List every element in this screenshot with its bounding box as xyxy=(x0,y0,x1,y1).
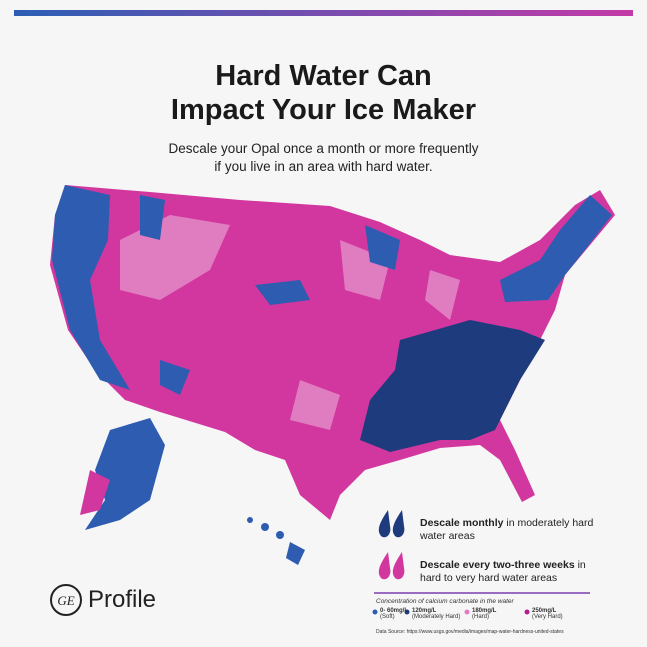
alaska-region xyxy=(80,470,110,515)
scale-value: 250mg/L xyxy=(532,608,557,614)
scale-dot xyxy=(404,609,410,615)
scale-note: (Soft) xyxy=(380,614,395,620)
scale-dot xyxy=(464,609,470,615)
scale-value: 0- 60mg/L xyxy=(380,608,409,614)
drop-icon xyxy=(378,510,405,538)
scale-label: 250mg/L (Very Hard) xyxy=(532,608,563,620)
scale-label: 180mg/L (Hard) xyxy=(472,608,496,620)
scale-note: (Hard) xyxy=(472,614,490,620)
scale-note: (Very Hard) xyxy=(532,614,563,620)
title-line: Hard Water Can xyxy=(215,60,432,92)
scale-dot xyxy=(372,609,378,615)
subtitle-line: Descale your Opal once a month or more f… xyxy=(168,141,479,156)
hawaii-island xyxy=(276,531,284,539)
legend-emphasis: Descale every two-three weeks xyxy=(420,559,575,571)
legend-item: Descale monthly in moderately hard water… xyxy=(420,517,600,543)
title-line: Impact Your Ice Maker xyxy=(170,94,477,126)
scale-note: (Moderately Hard) xyxy=(412,614,461,620)
scale-value: 180mg/L xyxy=(472,608,497,614)
drop-icon xyxy=(378,552,405,580)
moderate-region xyxy=(160,195,612,395)
top-bar xyxy=(14,10,633,16)
scale-label: 120mg/L (Moderately Hard) xyxy=(412,608,460,620)
ge-logo xyxy=(50,584,82,616)
hard-region xyxy=(120,215,460,430)
scale-title: Concentration of calcium carbonate in th… xyxy=(376,598,514,605)
hawaii-island xyxy=(286,542,305,565)
source: Data Source: https://www.usgs.gov/media/… xyxy=(376,629,564,635)
moderate-region xyxy=(52,185,165,390)
legend-emphasis: Descale monthly xyxy=(420,517,504,529)
hawaii-island xyxy=(247,517,253,523)
ge-logo-mark: GE xyxy=(57,593,74,608)
scale-dot xyxy=(524,609,530,615)
legend-text: in moderately hard water areas xyxy=(420,517,594,542)
legend-text: in hard to very hard water areas xyxy=(420,559,586,584)
brand: Profile xyxy=(88,586,157,613)
scale-value: 120mg/L xyxy=(412,608,437,614)
subtitle-line: if you live in an area with hard water. xyxy=(214,159,433,174)
legend-item: Descale every two-three weeks in hard to… xyxy=(420,559,600,585)
scale-label: 0- 60mg/L (Soft) xyxy=(380,608,408,620)
moderate-region xyxy=(360,320,545,452)
hawaii-island xyxy=(261,523,269,531)
alaska xyxy=(85,418,165,530)
